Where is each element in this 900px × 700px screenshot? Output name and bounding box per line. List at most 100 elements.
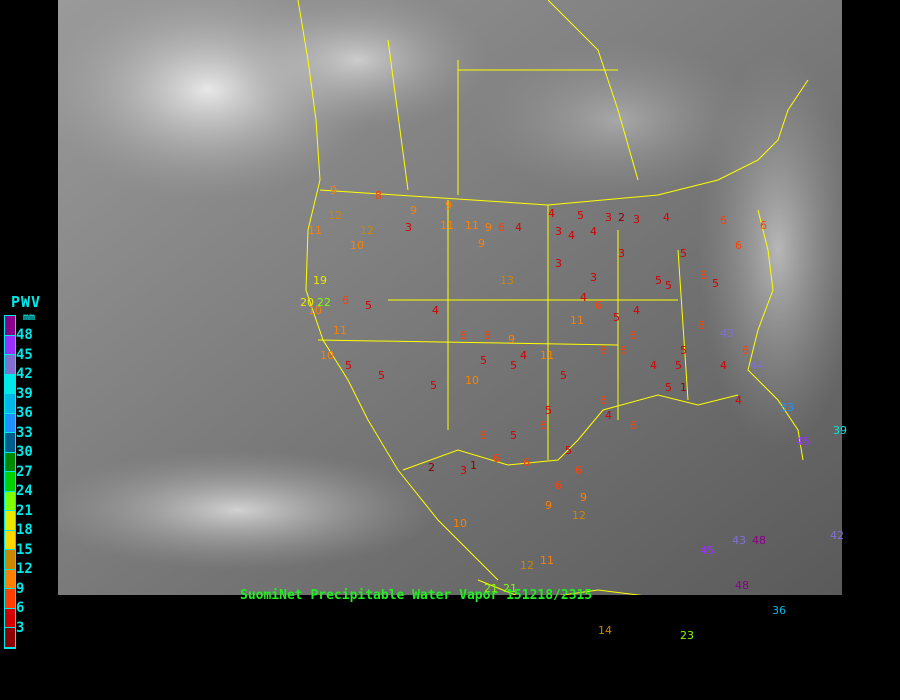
legend-tick-label: 9 bbox=[16, 580, 25, 597]
station-pwv-value: 10 bbox=[453, 517, 467, 530]
station-pwv-value: 14 bbox=[598, 624, 612, 637]
station-pwv-value: 9 bbox=[508, 333, 515, 346]
station-pwv-value: 10 bbox=[308, 304, 322, 317]
station-pwv-value: 6 bbox=[480, 429, 487, 442]
station-pwv-value: 6 bbox=[760, 219, 767, 232]
station-pwv-value: 6 bbox=[630, 419, 637, 432]
station-pwv-value: 2 bbox=[618, 211, 625, 224]
station-pwv-value: 6 bbox=[575, 464, 582, 477]
legend-swatch bbox=[5, 355, 15, 375]
legend-swatch bbox=[5, 472, 15, 492]
station-pwv-value: 5 bbox=[560, 369, 567, 382]
station-pwv-value: 33 bbox=[780, 401, 794, 414]
station-pwv-value: 23 bbox=[680, 629, 694, 642]
station-pwv-value: 44 bbox=[750, 359, 764, 372]
station-pwv-value: 5 bbox=[378, 369, 385, 382]
station-pwv-value: 11 bbox=[540, 349, 554, 362]
station-pwv-value: 5 bbox=[680, 247, 687, 260]
station-pwv-value: 5 bbox=[510, 359, 517, 372]
station-pwv-value: 10 bbox=[465, 374, 479, 387]
station-pwv-value: 5 bbox=[345, 359, 352, 372]
station-pwv-value: 3 bbox=[618, 247, 625, 260]
station-pwv-value: 3 bbox=[605, 211, 612, 224]
station-pwv-value: 9 bbox=[410, 204, 417, 217]
station-pwv-value: 11 bbox=[308, 224, 322, 237]
station-pwv-value: 4 bbox=[605, 409, 612, 422]
legend-tick-label: 18 bbox=[16, 522, 33, 538]
legend-tick-label: 6 bbox=[16, 600, 25, 616]
station-pwv-value: 6 bbox=[600, 394, 607, 407]
station-pwv-value: 3 bbox=[633, 213, 640, 226]
station-pwv-value: 9 bbox=[485, 221, 492, 234]
legend-swatch bbox=[5, 589, 15, 609]
station-pwv-value: 45 bbox=[700, 544, 714, 557]
station-pwv-value: 11 bbox=[333, 324, 347, 337]
station-pwv-value: 3 bbox=[405, 221, 412, 234]
legend-swatch bbox=[5, 316, 15, 336]
legend-tick-label: 45 bbox=[16, 346, 33, 363]
legend-swatch bbox=[5, 608, 15, 628]
station-pwv-value: 6 bbox=[620, 344, 627, 357]
station-pwv-value: 3 bbox=[555, 257, 562, 270]
station-pwv-value: 5 bbox=[545, 404, 552, 417]
station-pwv-value: 1 bbox=[680, 381, 687, 394]
legend-swatch bbox=[5, 433, 15, 453]
station-pwv-value: 5 bbox=[665, 279, 672, 292]
legend-swatch bbox=[5, 511, 15, 531]
station-pwv-value: 6 bbox=[735, 239, 742, 252]
station-pwv-value: 5 bbox=[712, 277, 719, 290]
legend-swatch bbox=[5, 394, 15, 414]
station-pwv-value: 11 bbox=[465, 219, 479, 232]
station-pwv-value: 6 bbox=[630, 329, 637, 342]
legend-tick-label: 12 bbox=[16, 561, 33, 577]
station-pwv-value: 9 bbox=[478, 237, 485, 250]
legend-unit: mm bbox=[23, 312, 36, 323]
station-pwv-value: 5 bbox=[577, 209, 584, 222]
legend-tick-label: 24 bbox=[16, 483, 33, 499]
legend-tick-label: 27 bbox=[16, 463, 33, 480]
legend-swatch bbox=[5, 569, 15, 589]
station-pwv-value: 6 bbox=[595, 299, 602, 312]
station-pwv-value: 12 bbox=[360, 224, 374, 237]
boundary-lines bbox=[297, 0, 809, 595]
station-pwv-value: 43 bbox=[732, 534, 746, 547]
station-pwv-value: 3 bbox=[460, 464, 467, 477]
station-pwv-value: 6 bbox=[342, 294, 349, 307]
station-pwv-value: 8 bbox=[484, 329, 491, 342]
station-pwv-value: 21 bbox=[503, 582, 517, 595]
station-pwv-value: 4 bbox=[590, 225, 597, 238]
station-pwv-value: 9 bbox=[445, 199, 452, 212]
station-pwv-value: 10 bbox=[350, 239, 364, 252]
station-pwv-value: 1 bbox=[470, 459, 477, 472]
station-pwv-value: 13 bbox=[500, 274, 514, 287]
legend-tick-label: 15 bbox=[16, 541, 33, 558]
station-pwv-value: 4 bbox=[568, 229, 575, 242]
station-pwv-value: 20 bbox=[300, 296, 314, 309]
station-pwv-value: 11 bbox=[440, 219, 454, 232]
station-pwv-value: 12 bbox=[520, 559, 534, 572]
station-pwv-value: 2 bbox=[428, 461, 435, 474]
station-pwv-value: 5 bbox=[613, 311, 620, 324]
satellite-image bbox=[58, 0, 842, 595]
station-pwv-value: 6 bbox=[460, 329, 467, 342]
station-pwv-value: 6 bbox=[523, 456, 530, 469]
station-pwv-value: 8 bbox=[700, 269, 707, 282]
map-caption: SuomiNet Precipitable Water Vapor 151218… bbox=[240, 588, 593, 603]
station-pwv-value: 5 bbox=[430, 379, 437, 392]
station-pwv-value: 4 bbox=[735, 394, 742, 407]
station-pwv-value: 10 bbox=[320, 349, 334, 362]
station-pwv-value: 6 bbox=[600, 344, 607, 357]
legend-tick-label: 42 bbox=[16, 366, 33, 382]
station-pwv-value: 6 bbox=[555, 479, 562, 492]
station-pwv-value: 6 bbox=[742, 344, 749, 357]
legend-swatch bbox=[5, 452, 15, 472]
station-pwv-value: 9 bbox=[330, 184, 337, 197]
station-pwv-value: 36 bbox=[772, 604, 786, 617]
legend-swatch bbox=[5, 413, 15, 433]
station-pwv-value: 43 bbox=[720, 327, 734, 340]
station-pwv-value: 5 bbox=[365, 299, 372, 312]
legend-title: PWV bbox=[11, 293, 42, 311]
station-pwv-value: 5 bbox=[655, 274, 662, 287]
legend-tick-label: 21 bbox=[16, 502, 33, 519]
